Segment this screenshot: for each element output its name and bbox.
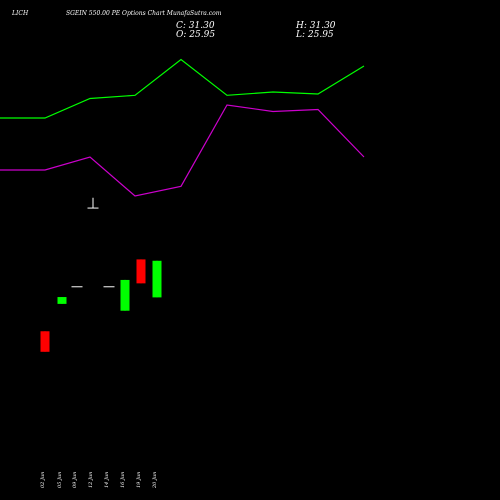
ohlc-close: C: 31.30 [176, 21, 215, 31]
x-tick-label: 20 Jun [152, 472, 158, 489]
high-label: H: [296, 21, 307, 31]
candle-body [152, 260, 162, 298]
candle-body [40, 331, 50, 352]
close-label: C: [176, 21, 186, 31]
x-tick-label: 02 Jun [40, 472, 46, 488]
low-value: 25.95 [307, 30, 334, 40]
x-tick-label: 12 Jun [88, 472, 94, 488]
x-tick-label: 09 Jun [72, 472, 78, 488]
series-line-1 [0, 58, 365, 119]
candle-body [136, 259, 146, 284]
open-value: 25.95 [189, 30, 216, 40]
close-value: 31.30 [188, 21, 215, 31]
ohlc-open: O: 25.95 [176, 30, 215, 40]
open-label: O: [176, 30, 187, 40]
high-value: 31.30 [309, 21, 336, 31]
low-label: L: [296, 30, 306, 40]
x-tick-label: 19 Jun [136, 472, 142, 488]
chart-symbol: LICH [12, 10, 29, 17]
ohlc-high: H: 31.30 [296, 21, 336, 31]
series-line-2 [0, 104, 365, 197]
candle-body [120, 279, 130, 311]
ohlc-low: L: 25.95 [296, 30, 334, 40]
x-tick-label: 05 Jun [57, 472, 63, 488]
chart-title: SGEIN 550.00 PE Options Chart MunafaSutr… [66, 10, 222, 17]
x-tick-label: 14 Jun [104, 472, 110, 488]
x-tick-label: 16 Jun [120, 472, 126, 488]
candle-body [57, 297, 67, 304]
